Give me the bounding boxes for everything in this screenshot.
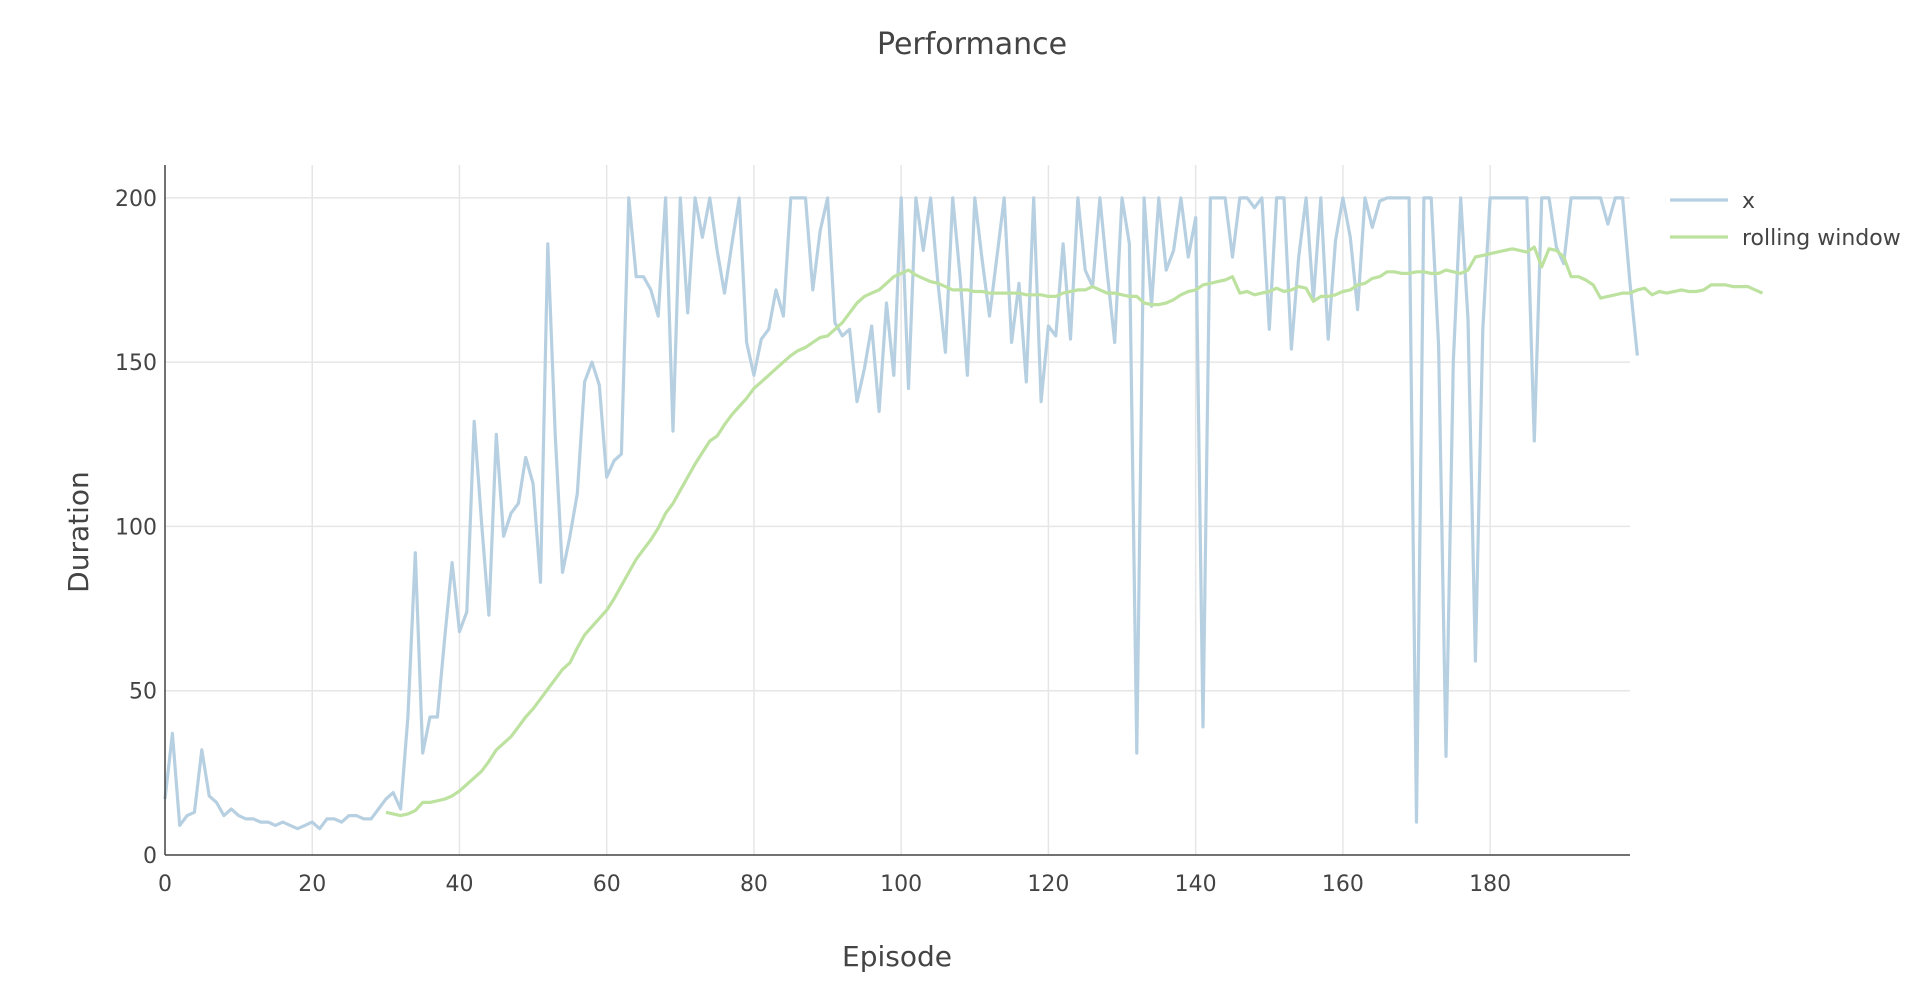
chart-title: Performance (877, 27, 1067, 62)
x-axis-title: Episode (842, 940, 952, 973)
legend[interactable]: x rolling window (1670, 189, 1901, 251)
y-tick-label: 0 (143, 844, 157, 869)
tick-labels: 0 20 40 60 80 100 120 140 160 180 0 50 100 150 200 (115, 187, 1511, 897)
legend-label[interactable]: rolling window (1742, 226, 1901, 251)
x-tick-label: 140 (1175, 872, 1217, 897)
x-tick-label: 180 (1469, 872, 1511, 897)
x-tick-label: 80 (740, 872, 768, 897)
y-axis-title: Duration (62, 471, 95, 593)
series-lines (163, 196, 1764, 831)
x-tick-label: 160 (1322, 872, 1364, 897)
y-tick-label: 200 (115, 187, 157, 212)
y-tick-label: 150 (115, 351, 157, 376)
y-tick-label: 50 (129, 680, 157, 705)
x-tick-label: 0 (158, 872, 172, 897)
legend-label[interactable]: x (1742, 189, 1755, 214)
series-line-rolling-window (385, 245, 1764, 818)
x-tick-label: 40 (445, 872, 473, 897)
x-tick-label: 20 (298, 872, 326, 897)
y-tick-label: 100 (115, 515, 157, 540)
x-tick-label: 100 (880, 872, 922, 897)
x-tick-label: 60 (593, 872, 621, 897)
series-line-x (163, 196, 1639, 831)
x-tick-label: 120 (1027, 872, 1069, 897)
axes (164, 165, 1630, 856)
